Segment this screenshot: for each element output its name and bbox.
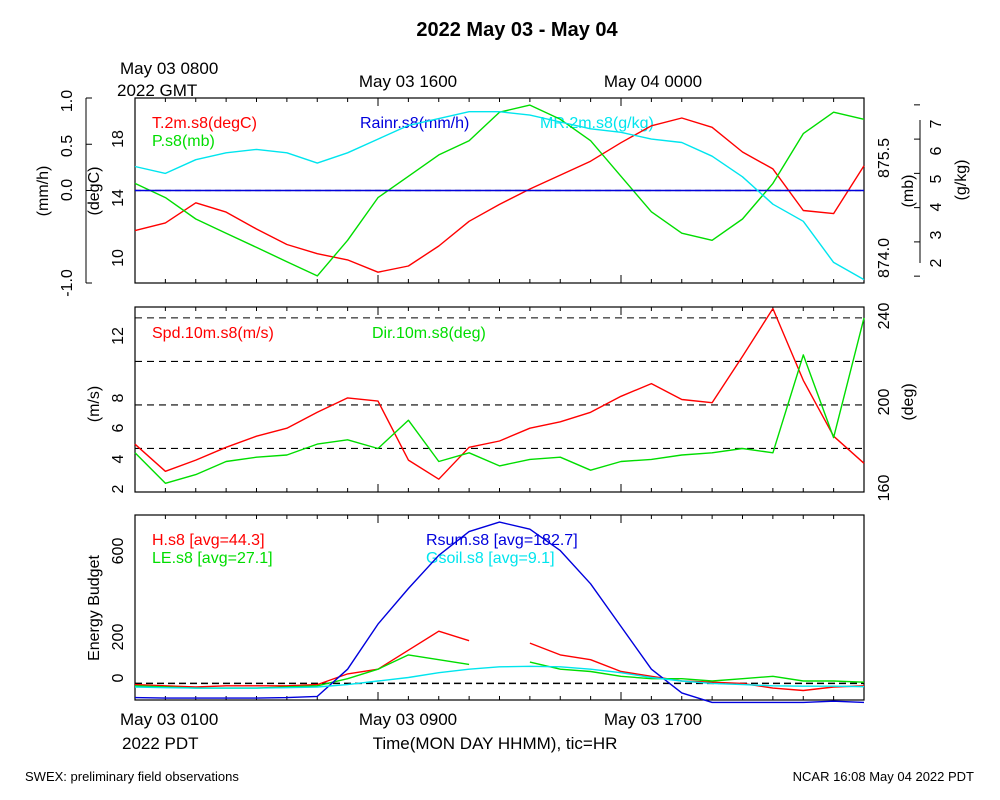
footer-right-note: NCAR 16:08 May 04 2022 PDT [793, 769, 974, 784]
mr-tick: 6 [928, 146, 945, 155]
pressure-axis-ticks: 874.0 875.5 [876, 138, 893, 278]
temp-tick: 18 [110, 130, 127, 148]
energy-axis-label: Energy Budget [86, 555, 103, 661]
rain-tick: 0.5 [59, 135, 76, 157]
energy-tick: 200 [110, 624, 127, 651]
legend-latent-heat: LE.s8 [avg=27.1] [152, 550, 273, 567]
series-line-speed [134, 307, 865, 480]
pressure-tick: 875.5 [876, 138, 893, 178]
temp-tick: 14 [110, 189, 127, 207]
speed-tick: 8 [110, 393, 127, 402]
speed-axis-label: (m/s) [86, 386, 103, 422]
pressure-tick: 874.0 [876, 238, 893, 278]
legend-pressure: P.s8(mb) [152, 133, 215, 150]
energy-tick: 0 [110, 673, 127, 682]
legend-wind-speed: Spd.10m.s8(m/s) [152, 325, 274, 342]
series-line-temp [134, 117, 865, 273]
legend-wind-direction: Dir.10m.s8(deg) [372, 325, 486, 342]
mr-tick: 3 [928, 230, 945, 239]
top-axis-label-0: May 03 0800 [120, 59, 218, 78]
top-axis-label-2: May 04 0000 [604, 72, 702, 91]
temp-axis-label: (degC) [86, 167, 103, 216]
legend-sensible-heat: H.s8 [avg=44.3] [152, 532, 265, 549]
rain-axis-ticks: -1.0 0.0 0.5 1.0 [59, 90, 76, 297]
series-line-mixing_ratio [134, 111, 865, 281]
mr-tick: 7 [928, 119, 945, 128]
bottom-axis-label-1: May 03 0900 [359, 710, 457, 729]
footer-left-note: SWEX: preliminary field observations [25, 769, 239, 784]
rain-tick: 0.0 [59, 179, 76, 201]
rain-tick: -1.0 [59, 269, 76, 297]
rain-axis-label: (mm/h) [35, 166, 52, 217]
panel3-legend: H.s8 [avg=44.3] LE.s8 [avg=27.1] Rsum.s8… [152, 532, 578, 567]
series-line-sensible-heat [134, 630, 865, 692]
speed-tick: 2 [110, 484, 127, 493]
series-line-radiation-sum [134, 521, 865, 704]
bottom-axis-label-0: May 03 0100 [120, 710, 218, 729]
x-axis-title: Time(MON DAY HHMM), tic=HR [373, 734, 618, 753]
speed-tick: 12 [110, 327, 127, 345]
direction-tick: 240 [876, 303, 893, 330]
energy-tick: 600 [110, 538, 127, 565]
rain-tick: 1.0 [59, 90, 76, 112]
direction-axis-ticks: 160 200 240 [876, 303, 893, 502]
legend-soil-heat: Gsoil.s8 [avg=9.1] [426, 550, 555, 567]
direction-tick: 160 [876, 475, 893, 502]
speed-tick: 4 [110, 454, 127, 463]
direction-axis-label: (deg) [900, 383, 917, 420]
speed-tick: 6 [110, 423, 127, 432]
mixing-ratio-axis-ticks: 2 3 4 5 6 7 [928, 119, 945, 267]
mr-tick: 2 [928, 258, 945, 267]
legend-temperature: T.2m.s8(degC) [152, 115, 257, 132]
direction-tick: 200 [876, 389, 893, 416]
series-line-direction [134, 317, 865, 484]
legend-mixing-ratio: MR.2m.s8(g/kg) [540, 115, 654, 132]
mixing-ratio-axis-label: (g/kg) [953, 160, 970, 201]
pressure-axis-label: (mb) [900, 175, 917, 208]
top-axis-label-1: May 03 1600 [359, 72, 457, 91]
panel1-legend: T.2m.s8(degC) P.s8(mb) Rainr.s8(mm/h) MR… [152, 115, 654, 150]
chart-title: 2022 May 03 - May 04 [416, 19, 618, 41]
temp-axis-ticks: 10 14 18 [110, 130, 127, 267]
mr-tick: 4 [928, 202, 945, 211]
mr-tick: 5 [928, 174, 945, 183]
energy-axis-ticks: 0 200 600 [110, 538, 127, 683]
bottom-axis-label-2: May 03 1700 [604, 710, 702, 729]
temp-tick: 10 [110, 249, 127, 267]
panel2-legend: Spd.10m.s8(m/s) Dir.10m.s8(deg) [152, 325, 486, 342]
top-axis-sublabel: 2022 GMT [117, 81, 197, 100]
series-line-soil-heat [134, 665, 865, 689]
bottom-axis-sublabel: 2022 PDT [122, 734, 199, 753]
speed-axis-ticks: 2 4 6 8 12 [110, 327, 127, 493]
